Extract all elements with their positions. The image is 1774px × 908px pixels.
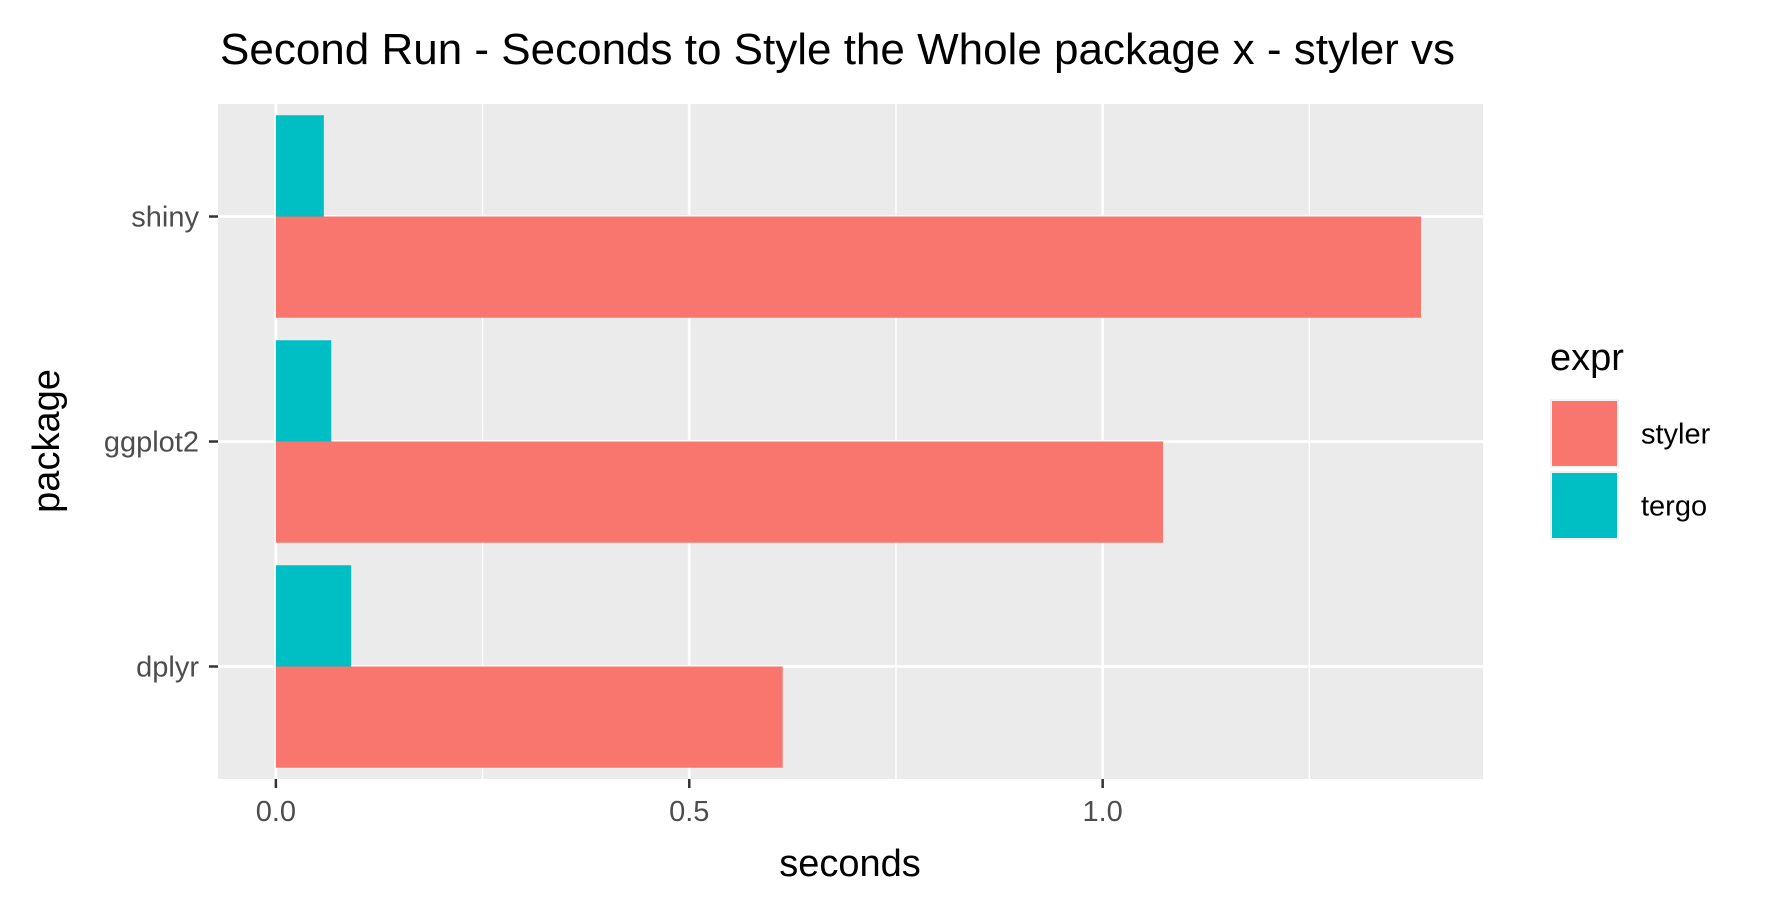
bars (275, 115, 1421, 768)
x-tick-label: 0.0 (256, 796, 296, 828)
x-tick-label: 0.5 (669, 796, 709, 828)
bar-tergo-ggplot2 (275, 340, 332, 442)
y-axis: dplyr ggplot2 shiny (104, 202, 218, 684)
legend-key-styler (1552, 401, 1617, 466)
x-axis-title: seconds (779, 843, 921, 885)
chart-title: Second Run - Seconds to Style the Whole … (220, 25, 1455, 74)
x-tick-label: 1.0 (1083, 796, 1123, 828)
bar-styler-ggplot2 (275, 441, 1164, 543)
legend-label-styler: styler (1641, 419, 1711, 451)
y-tick-label: dplyr (136, 652, 199, 684)
legend-label-tergo: tergo (1641, 491, 1707, 523)
bar-styler-shiny (275, 216, 1421, 318)
legend: expr styler tergo (1550, 337, 1711, 540)
bar-styler-dplyr (275, 666, 783, 768)
y-tick-label: shiny (131, 202, 199, 234)
legend-title: expr (1550, 337, 1624, 379)
legend-key-tergo (1552, 473, 1617, 538)
bar-tergo-dplyr (275, 565, 352, 667)
bar-tergo-shiny (275, 115, 324, 217)
y-tick-label: ggplot2 (104, 427, 199, 459)
y-axis-title: package (26, 369, 68, 513)
x-axis: 0.0 0.5 1.0 (256, 779, 1123, 828)
legend-items: styler tergo (1550, 399, 1711, 540)
